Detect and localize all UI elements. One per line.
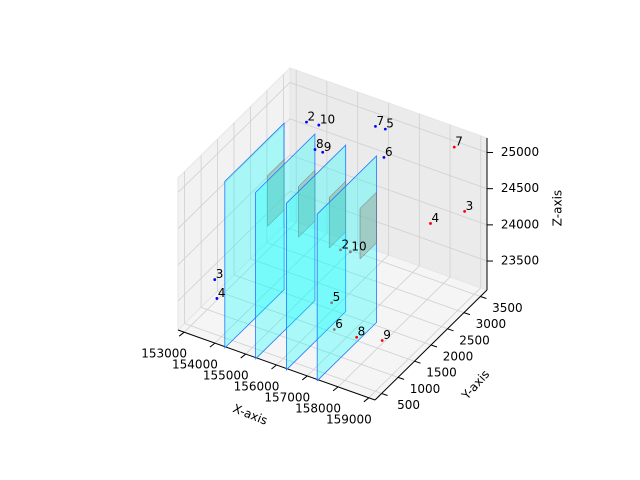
x-tick-label: 155000	[203, 369, 249, 383]
x-tick-label: 159000	[326, 412, 372, 426]
y-tick	[447, 328, 454, 332]
point	[332, 328, 336, 331]
y-tick	[414, 360, 421, 364]
y-tick-label: 3500	[492, 301, 523, 315]
point	[463, 209, 466, 213]
point-label: 8	[316, 137, 324, 151]
point-label: 7	[376, 114, 384, 128]
point	[339, 248, 342, 252]
point	[215, 297, 219, 300]
point-label: 6	[335, 317, 343, 331]
x-tick-label: 153000	[141, 347, 187, 361]
point-label: 6	[385, 145, 393, 159]
y-tick	[381, 393, 388, 397]
y-tick-label: 500	[397, 398, 420, 412]
y-tick-label: 1000	[410, 382, 441, 396]
x-tick	[271, 364, 277, 370]
x-tick	[178, 331, 185, 337]
point	[321, 150, 325, 154]
point	[213, 278, 217, 281]
x-tick	[209, 342, 216, 348]
y-tick-label: 1500	[426, 366, 457, 380]
grid-line	[177, 118, 488, 229]
y-tick	[430, 344, 438, 348]
point-label: 5	[386, 117, 394, 131]
x-tick-label: 158000	[295, 401, 341, 415]
y-tick-label: 2500	[459, 333, 490, 347]
x-tick-label: 157000	[264, 390, 310, 404]
point-label: 2	[308, 110, 316, 124]
y-axis-label: Y-axis	[458, 367, 492, 403]
x-tick	[240, 353, 247, 359]
x-tick-label: 154000	[172, 358, 218, 372]
point-label: 4	[218, 286, 226, 300]
x-tick	[301, 375, 308, 381]
point-label: 3	[216, 267, 224, 281]
point	[374, 124, 377, 128]
grid-line	[177, 154, 488, 266]
grid-line	[177, 82, 488, 193]
point	[452, 145, 456, 149]
point	[330, 301, 334, 305]
point-label: 10	[351, 239, 366, 253]
point-label: 7	[455, 135, 463, 149]
point-label: 3	[466, 199, 474, 213]
point-label: 8	[358, 325, 366, 339]
z-axis-label: Z-axis	[551, 190, 565, 226]
point	[382, 156, 386, 159]
x-tick-label: 156000	[234, 380, 280, 394]
x-tick	[332, 386, 339, 392]
point	[429, 222, 432, 225]
point	[380, 339, 384, 342]
z-tick-label: 25000	[501, 145, 539, 159]
point	[348, 250, 352, 254]
y-tick	[463, 312, 471, 316]
point	[317, 123, 321, 127]
x-axis	[177, 329, 376, 401]
z-tick-label: 23500	[501, 254, 539, 268]
point-label: 9	[383, 328, 391, 342]
y-tick	[397, 376, 405, 380]
point-label: 2	[342, 237, 350, 251]
z-tick-label: 24500	[501, 181, 539, 195]
x-axis-label: X-axis	[231, 401, 270, 427]
point-label: 5	[333, 290, 341, 304]
grid-line	[177, 190, 488, 302]
y-tick	[480, 295, 487, 299]
z-tick-label: 24000	[501, 217, 539, 231]
point	[305, 120, 308, 124]
x-tick	[363, 397, 370, 403]
y-tick-label: 3000	[476, 317, 507, 331]
point-label: 4	[432, 211, 440, 225]
y-tick-label: 2000	[443, 350, 474, 364]
point	[355, 335, 359, 339]
y-axis	[374, 289, 488, 401]
point-label: 10	[320, 113, 335, 127]
point	[313, 148, 317, 151]
point	[383, 127, 387, 131]
point-label: 9	[324, 140, 332, 154]
panel	[359, 191, 377, 260]
